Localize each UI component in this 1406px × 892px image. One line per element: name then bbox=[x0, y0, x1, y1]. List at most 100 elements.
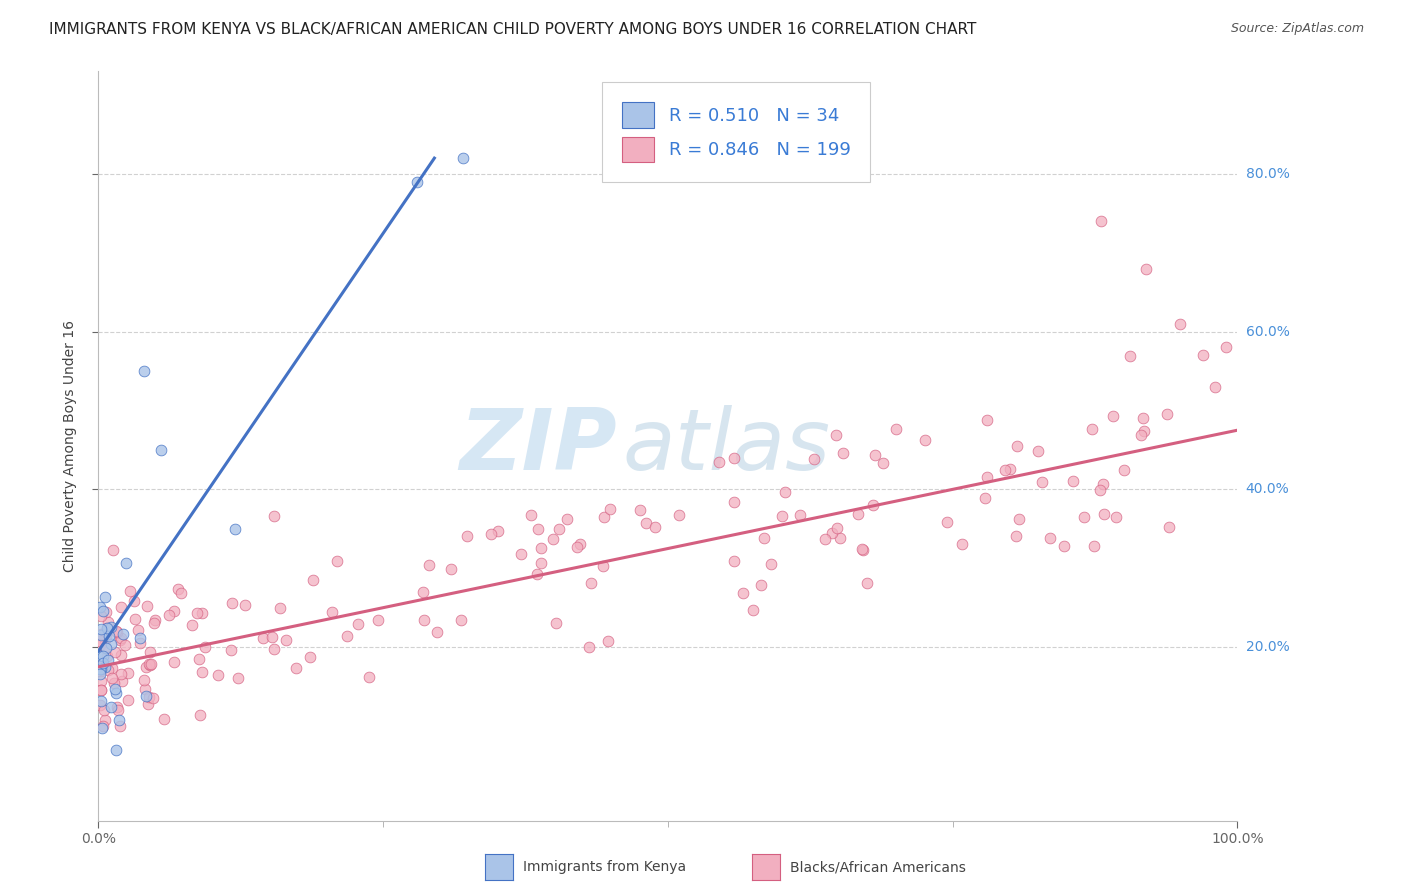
Text: 80.0%: 80.0% bbox=[1246, 167, 1289, 181]
Point bbox=[851, 542, 873, 557]
Point bbox=[90, 721, 112, 735]
Point bbox=[872, 456, 894, 470]
Point bbox=[1088, 483, 1111, 497]
Point bbox=[406, 175, 429, 189]
Point bbox=[97, 653, 120, 667]
Point bbox=[530, 556, 553, 570]
Point bbox=[262, 630, 284, 644]
Point bbox=[865, 448, 887, 462]
Point bbox=[252, 631, 274, 645]
Point bbox=[191, 606, 214, 620]
Point bbox=[108, 719, 131, 733]
Point bbox=[950, 537, 973, 551]
Point bbox=[90, 609, 112, 624]
Point bbox=[263, 509, 285, 524]
Y-axis label: Child Poverty Among Boys Under 16: Child Poverty Among Boys Under 16 bbox=[63, 320, 77, 572]
Point bbox=[359, 670, 381, 684]
Point bbox=[90, 648, 112, 663]
Point bbox=[440, 562, 463, 576]
Point bbox=[91, 656, 114, 670]
Point bbox=[96, 648, 118, 663]
Point bbox=[93, 604, 115, 618]
Point bbox=[115, 556, 138, 570]
Point bbox=[138, 690, 160, 705]
Point bbox=[976, 412, 998, 426]
Point bbox=[568, 537, 591, 551]
Point bbox=[884, 421, 907, 435]
Point bbox=[510, 547, 533, 561]
Point bbox=[1083, 539, 1105, 553]
Point bbox=[89, 638, 111, 652]
Point bbox=[862, 498, 884, 512]
Point bbox=[89, 698, 111, 712]
Point bbox=[723, 554, 745, 568]
Point bbox=[418, 558, 440, 573]
Point bbox=[101, 543, 124, 558]
Point bbox=[1053, 539, 1076, 553]
Point bbox=[111, 627, 134, 641]
Point bbox=[541, 533, 564, 547]
Point bbox=[108, 633, 131, 648]
Text: IMMIGRANTS FROM KENYA VS BLACK/AFRICAN AMERICAN CHILD POVERTY AMONG BOYS UNDER 1: IMMIGRANTS FROM KENYA VS BLACK/AFRICAN A… bbox=[49, 22, 977, 37]
Point bbox=[143, 616, 166, 631]
Point bbox=[120, 583, 142, 598]
Point bbox=[110, 600, 132, 615]
Point bbox=[644, 520, 666, 534]
Point bbox=[226, 671, 249, 685]
Point bbox=[107, 700, 129, 714]
Point bbox=[89, 662, 111, 676]
Point bbox=[1170, 317, 1192, 331]
Point bbox=[138, 658, 160, 673]
Point bbox=[1101, 409, 1123, 424]
Point bbox=[846, 507, 869, 521]
Point bbox=[128, 632, 150, 646]
Point bbox=[89, 658, 111, 673]
Point bbox=[94, 713, 117, 727]
Point bbox=[105, 686, 128, 700]
Point bbox=[579, 576, 602, 591]
Point bbox=[135, 660, 157, 674]
Point bbox=[152, 713, 174, 727]
Point bbox=[1105, 509, 1128, 524]
Point bbox=[170, 585, 193, 599]
Point bbox=[110, 631, 132, 645]
Point bbox=[634, 516, 657, 531]
Text: atlas: atlas bbox=[623, 404, 831, 488]
Point bbox=[1132, 410, 1154, 425]
Point bbox=[94, 641, 117, 656]
Point bbox=[935, 515, 957, 529]
Point bbox=[547, 522, 569, 536]
Text: 20.0%: 20.0% bbox=[1246, 640, 1289, 654]
Point bbox=[269, 601, 291, 615]
Point bbox=[167, 582, 190, 596]
Text: Immigrants from Kenya: Immigrants from Kenya bbox=[523, 860, 686, 874]
Text: Blacks/African Americans: Blacks/African Americans bbox=[790, 860, 966, 874]
Text: ZIP: ZIP bbox=[458, 404, 617, 488]
Point bbox=[976, 470, 998, 484]
Point bbox=[90, 683, 112, 698]
Point bbox=[803, 452, 825, 467]
Point bbox=[1031, 475, 1053, 489]
Point bbox=[107, 703, 129, 717]
Point bbox=[93, 591, 115, 605]
Point bbox=[367, 613, 389, 627]
Point bbox=[596, 634, 619, 648]
Point bbox=[127, 623, 149, 637]
Point bbox=[347, 617, 370, 632]
Point bbox=[723, 450, 745, 465]
Point bbox=[94, 605, 117, 619]
Point bbox=[97, 615, 120, 629]
Point bbox=[91, 649, 114, 664]
Point bbox=[325, 554, 347, 568]
Point bbox=[479, 526, 502, 541]
Point bbox=[742, 602, 765, 616]
Point bbox=[90, 674, 112, 689]
Point bbox=[132, 364, 155, 378]
Point bbox=[825, 521, 848, 535]
Point bbox=[751, 578, 773, 592]
Point bbox=[761, 557, 783, 571]
Point bbox=[100, 620, 122, 634]
Point bbox=[814, 532, 837, 546]
Point bbox=[599, 502, 621, 516]
Point bbox=[93, 703, 115, 717]
